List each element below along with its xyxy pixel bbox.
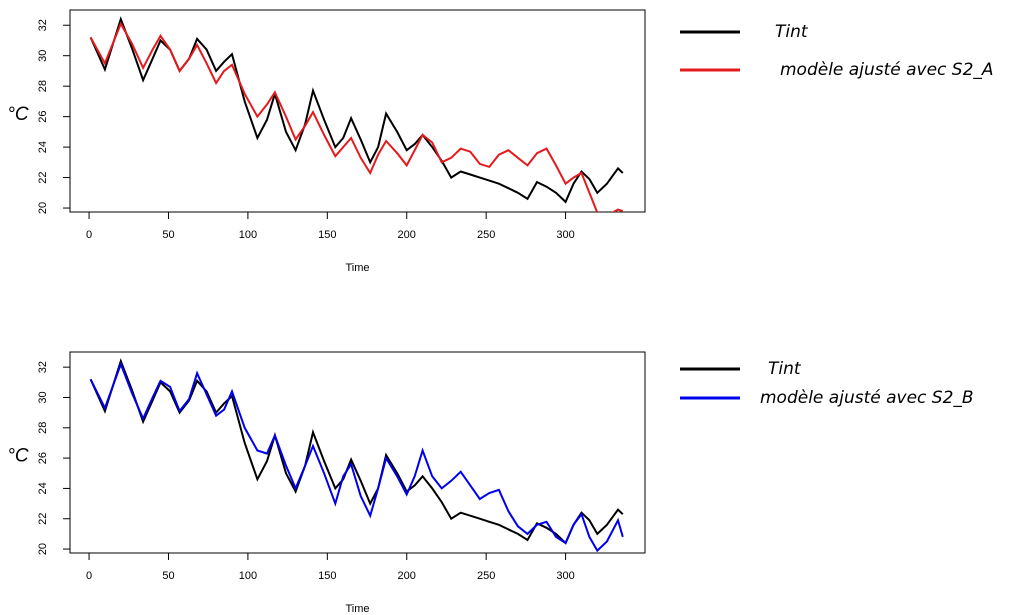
series-line — [89, 361, 624, 553]
x-tick-label: 50 — [162, 229, 174, 241]
y-axis-label: °C — [7, 446, 29, 467]
x-tick-label: 0 — [86, 570, 92, 582]
x-axis-label: Time — [345, 262, 369, 274]
y-tick-label: 30 — [37, 50, 49, 62]
y-tick-label: 30 — [37, 391, 49, 403]
series-line — [89, 16, 624, 204]
x-tick-label: 50 — [162, 570, 174, 582]
series-line — [89, 358, 624, 545]
y-tick-label: 20 — [37, 543, 49, 555]
x-tick-label: 150 — [318, 570, 336, 582]
x-tick-label: 200 — [398, 570, 416, 582]
y-tick-label: 26 — [37, 452, 49, 464]
x-tick-label: 100 — [239, 229, 257, 241]
x-tick-label: 300 — [556, 570, 574, 582]
x-tick-label: 300 — [556, 229, 574, 241]
y-tick-label: 24 — [37, 141, 49, 153]
y-tick-label: 32 — [37, 19, 49, 31]
x-tick-label: 100 — [239, 570, 257, 582]
y-tick-label: 26 — [37, 111, 49, 123]
y-tick-label: 28 — [37, 80, 49, 92]
x-tick-label: 200 — [398, 229, 416, 241]
x-tick-label: 150 — [318, 229, 336, 241]
plot-frame — [69, 351, 646, 554]
y-tick-label: 32 — [37, 361, 49, 373]
legend-label: modèle ajusté avec S2_B — [760, 388, 974, 408]
x-tick-label: 0 — [86, 229, 92, 241]
series-line — [89, 21, 624, 212]
legend-label: modèle ajusté avec S2_A — [780, 60, 994, 80]
plot-frame — [69, 9, 646, 213]
y-tick-label: 22 — [37, 513, 49, 525]
x-tick-label: 250 — [477, 570, 495, 582]
y-tick-label: 24 — [37, 482, 49, 494]
y-axis-label: °C — [7, 104, 29, 125]
legend-label: Tint — [768, 359, 802, 379]
x-tick-label: 250 — [477, 229, 495, 241]
y-tick-label: 20 — [37, 202, 49, 214]
x-axis-label: Time — [345, 603, 369, 615]
y-tick-label: 28 — [37, 422, 49, 434]
legend-label: Tint — [775, 22, 809, 42]
y-tick-label: 22 — [37, 171, 49, 183]
